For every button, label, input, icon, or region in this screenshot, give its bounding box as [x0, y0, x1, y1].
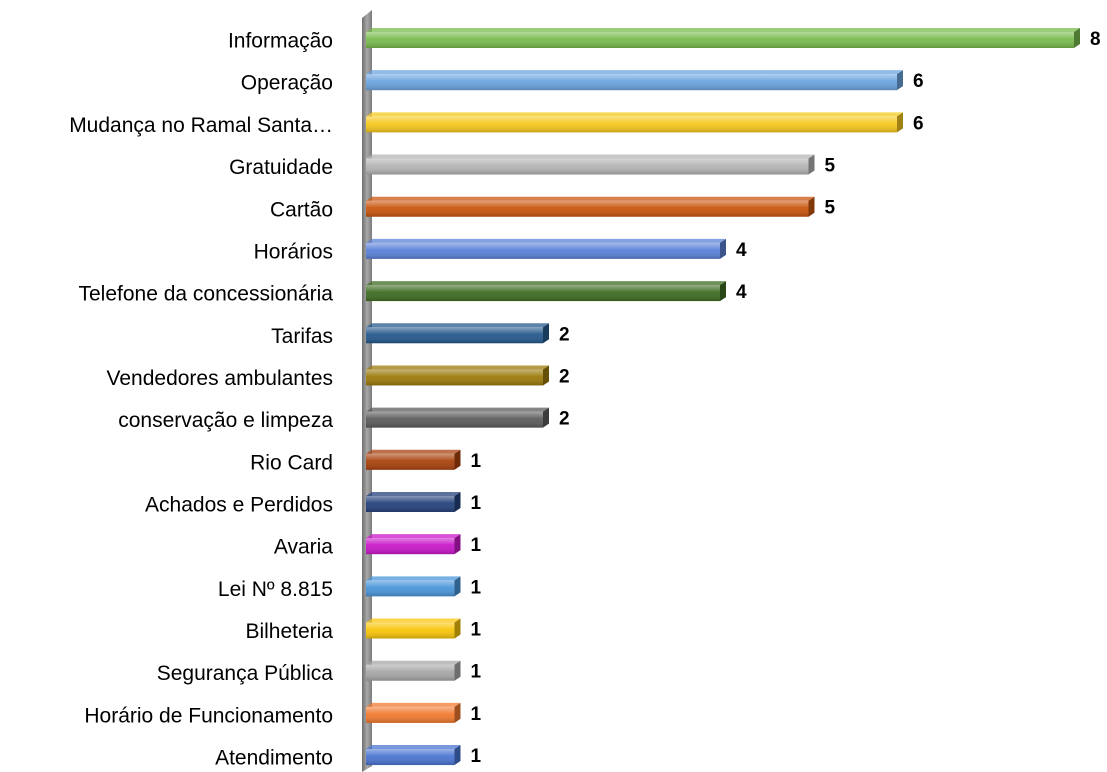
data-label: 1: [471, 451, 482, 472]
category-label: Cartão: [270, 198, 333, 221]
category-label: Mudança no Ramal Santa…: [69, 114, 333, 137]
bar-top: [366, 70, 903, 75]
bar-side: [454, 702, 461, 723]
bar-top: [366, 449, 461, 454]
bar-shine: [366, 706, 455, 723]
data-label: 1: [471, 746, 482, 767]
data-label: 1: [471, 493, 482, 514]
bar-top: [366, 702, 461, 707]
data-label: 6: [913, 113, 924, 134]
data-label: 2: [559, 324, 570, 345]
category-label: Horário de Funcionamento: [84, 704, 333, 727]
bar-side: [454, 618, 461, 639]
bar-top: [366, 281, 726, 286]
bar-top: [366, 660, 461, 665]
data-label: 1: [471, 577, 482, 598]
category-label: Operação: [241, 72, 333, 95]
data-label: 4: [736, 282, 747, 303]
category-label: Horários: [254, 240, 333, 263]
bar-side: [454, 745, 461, 766]
category-label: Tarifas: [271, 325, 333, 348]
bar-shine: [366, 200, 809, 217]
bar-shine: [366, 495, 455, 512]
bar-shine: [366, 664, 455, 681]
bar-top: [366, 365, 549, 370]
bar-shine: [366, 116, 897, 133]
data-label: 6: [913, 71, 924, 92]
category-label: Atendimento: [215, 747, 333, 770]
bar-top: [366, 745, 461, 750]
bar-side: [897, 112, 903, 133]
bar-side: [543, 407, 549, 428]
data-label: 1: [471, 662, 482, 683]
bar-top: [366, 534, 461, 539]
bar-shine: [366, 32, 1074, 48]
bar-shine: [366, 285, 720, 302]
bar-shine: [366, 369, 543, 386]
data-label: 1: [471, 704, 482, 725]
bar-side: [808, 196, 815, 217]
bar-top: [366, 323, 549, 328]
category-label: Bilheteria: [245, 620, 333, 643]
bar-side: [454, 534, 461, 555]
data-label: 1: [471, 535, 482, 556]
data-label: 8: [1090, 29, 1101, 50]
bar-shine: [366, 580, 455, 597]
category-label: Segurança Pública: [157, 662, 334, 685]
bar-top: [366, 407, 549, 412]
bar-top: [366, 491, 461, 496]
bar-shine: [366, 242, 720, 259]
data-label: 5: [825, 198, 836, 219]
bar-side: [543, 323, 549, 344]
data-label: 2: [559, 409, 570, 430]
category-label: Gratuidade: [229, 156, 333, 179]
bar-top: [366, 618, 461, 623]
bar-shine: [366, 327, 543, 344]
category-label: conservação e limpeza: [118, 409, 333, 432]
category-label: Telefone da concessionária: [78, 283, 333, 306]
category-label: Rio Card: [250, 451, 333, 474]
bar-side: [720, 238, 726, 259]
bar-shine: [366, 538, 455, 555]
bar-shine: [366, 158, 809, 175]
bar-top: [366, 238, 726, 243]
bar-side: [454, 449, 461, 470]
bar-side: [897, 70, 903, 91]
bar-shine: [366, 453, 455, 470]
bar-side: [543, 365, 549, 386]
bar-top: [366, 576, 461, 581]
bar-side: [454, 491, 461, 512]
bar-side: [454, 660, 461, 681]
category-label: Achados e Perdidos: [145, 494, 333, 517]
bar-shine: [366, 411, 543, 428]
data-label: 4: [736, 240, 747, 261]
bar-top: [366, 196, 815, 201]
bar-side: [808, 154, 815, 175]
bar-shine: [366, 622, 455, 639]
bar-shine: [366, 749, 455, 766]
bar-side: [720, 281, 726, 302]
bar-top: [366, 112, 903, 117]
bar-side: [1074, 28, 1080, 48]
data-label: 1: [471, 620, 482, 641]
bar-top: [366, 28, 1080, 32]
data-label: 2: [559, 366, 570, 387]
category-label: Vendedores ambulantes: [107, 367, 334, 390]
bar-top: [366, 154, 815, 159]
data-label: 5: [825, 156, 836, 177]
category-label: Informação: [228, 30, 333, 53]
bar-side: [454, 576, 461, 597]
category-label: Avaria: [274, 536, 333, 559]
category-label: Lei Nº 8.815: [218, 578, 333, 601]
bar-shine: [366, 74, 897, 91]
